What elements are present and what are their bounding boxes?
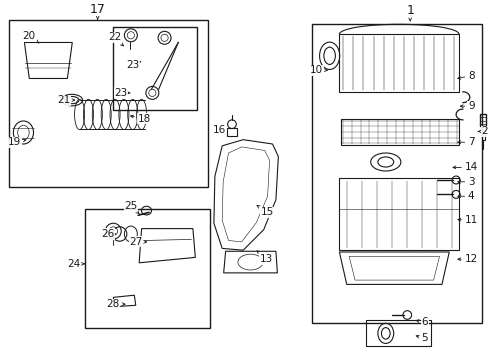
Text: 23: 23 [114,88,130,98]
Text: 2: 2 [477,126,487,136]
Text: 22: 22 [108,32,123,46]
Text: 27: 27 [129,237,146,247]
Bar [311,24,481,323]
Text: 5: 5 [415,333,427,343]
Text: 18: 18 [130,114,150,124]
Text: 19: 19 [8,137,26,147]
Text: 9: 9 [459,101,473,111]
Text: 10: 10 [309,65,326,75]
Text: 12: 12 [457,254,477,264]
Text: 25: 25 [124,201,139,213]
Bar [85,209,209,328]
Text: 26: 26 [101,229,115,239]
Text: 23: 23 [126,60,141,70]
Bar [226,128,237,136]
Bar [9,20,207,187]
Text: 8: 8 [457,71,473,81]
Text: 24: 24 [67,259,84,269]
Text: 15: 15 [257,206,274,217]
Text: 1: 1 [406,4,413,21]
Text: 14: 14 [452,162,477,172]
Text: 21: 21 [57,95,75,105]
Text: 13: 13 [257,251,272,264]
Text: 17: 17 [89,3,105,19]
Bar [340,119,458,145]
Text: 16: 16 [213,125,227,135]
Text: 6: 6 [415,317,427,327]
Text: 11: 11 [457,215,477,225]
Text: 28: 28 [106,299,125,309]
Text: 4: 4 [457,191,473,201]
Text: 20: 20 [22,31,39,43]
Bar [113,27,197,110]
Text: 3: 3 [457,177,473,187]
Text: 7: 7 [457,137,473,147]
